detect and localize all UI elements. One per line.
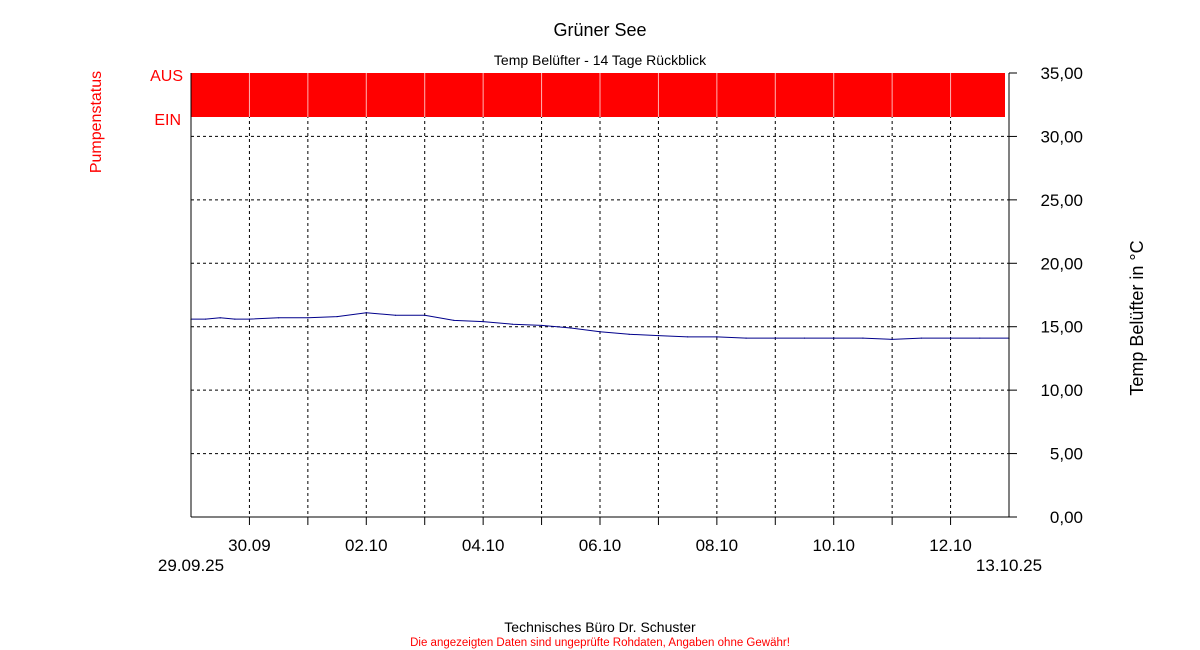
series-point <box>745 337 747 339</box>
series-point <box>570 327 572 329</box>
y-axis-label: Temp Belüfter in °C <box>1127 240 1147 395</box>
x-tick-label: 10.10 <box>812 536 855 555</box>
y-tick-label: 25,00 <box>1040 191 1083 210</box>
series-point <box>862 337 864 339</box>
series-point <box>687 336 689 338</box>
y-tick-label: 15,00 <box>1040 318 1083 337</box>
pump-status-level-ein: EIN <box>154 112 181 129</box>
series-point <box>219 317 221 319</box>
x-tick-label: 04.10 <box>462 536 505 555</box>
x-tick-label: 06.10 <box>579 536 622 555</box>
series-point <box>979 337 981 339</box>
footer-company: Technisches Büro Dr. Schuster <box>504 619 696 635</box>
series-point <box>774 337 776 339</box>
series-point <box>453 319 455 321</box>
series-point <box>716 336 718 338</box>
grid <box>191 73 1009 517</box>
series-point <box>657 334 660 337</box>
x-tick-label: 12.10 <box>929 536 972 555</box>
y-tick-label: 35,00 <box>1040 64 1083 83</box>
x-start-label: 29.09.25 <box>158 556 224 575</box>
axes: 0,00 5,00 10,00 15,00 20,00 25,00 30,00 35,00 30… <box>190 64 1083 555</box>
series-point <box>891 338 893 340</box>
chart-title: Grüner See <box>553 20 646 40</box>
x-tick-label: 02.10 <box>345 536 388 555</box>
series-point <box>628 333 630 335</box>
x-end-label: 13.10.25 <box>976 556 1042 575</box>
series-point <box>394 314 397 316</box>
y-tick-label: 10,00 <box>1040 381 1083 400</box>
series-point <box>833 337 835 339</box>
y-tick-label: 30,00 <box>1040 127 1083 146</box>
series-point <box>599 331 601 333</box>
series-point <box>234 318 236 320</box>
pump-status-level-aus: AUS <box>150 68 183 85</box>
y-tick-label: 20,00 <box>1040 254 1083 273</box>
x-tick-label: 30.09 <box>228 536 271 555</box>
temperature-series <box>190 312 1010 340</box>
y-tick-label: 0,00 <box>1050 508 1083 527</box>
footer-disclaimer: Die angezeigten Daten sind ungeprüfte Ro… <box>410 637 790 649</box>
series-point <box>920 337 922 339</box>
x-tick-label: 08.10 <box>696 536 739 555</box>
series-point <box>307 317 309 319</box>
pump-status-band <box>191 73 1005 117</box>
series-point <box>205 318 207 320</box>
series-point <box>424 314 426 316</box>
pump-status-label: Pumpenstatus <box>88 71 105 173</box>
series-point <box>949 337 952 339</box>
series-point <box>248 318 251 320</box>
series-point <box>511 323 513 325</box>
y-tick-label: 5,00 <box>1050 445 1083 464</box>
series-point <box>540 324 543 327</box>
chart-subtitle: Temp Belüfter - 14 Tage Rückblick <box>494 52 707 68</box>
series-point <box>803 337 806 339</box>
series-point <box>482 321 484 323</box>
pump-status-bar <box>191 73 1005 117</box>
series-point <box>278 317 280 319</box>
series-point <box>336 315 338 318</box>
series-point <box>365 312 367 314</box>
